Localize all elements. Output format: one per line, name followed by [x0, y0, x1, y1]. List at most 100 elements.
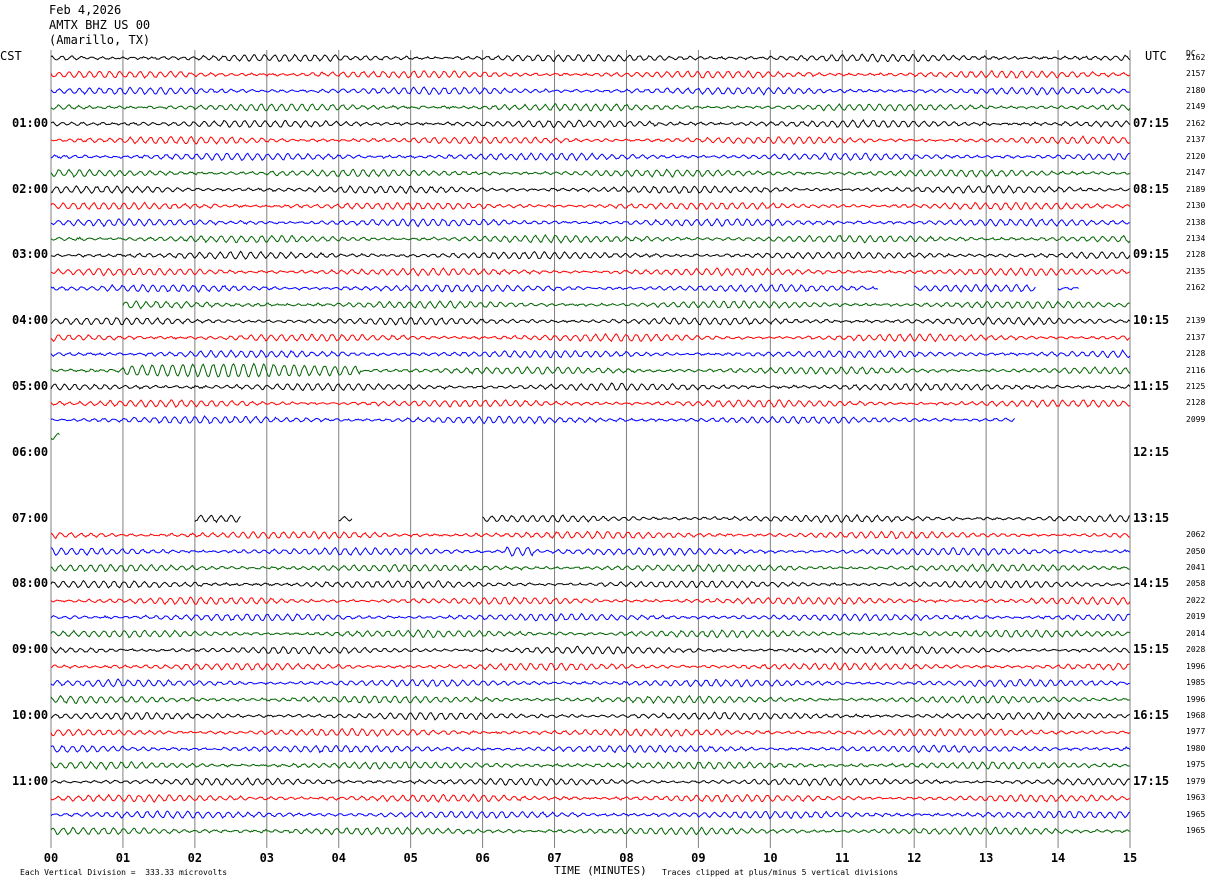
trace-row-14 [50, 283, 879, 293]
utc-hour-label: 17:15 [1133, 773, 1170, 788]
dc-offset-label: 2050 [1186, 546, 1206, 556]
trace-row-3 [50, 102, 1131, 112]
x-tick-label: 12 [907, 851, 921, 865]
dc-offset-label: 2130 [1186, 201, 1206, 211]
trace-row-12 [50, 250, 1131, 260]
trace-row-30 [50, 546, 1131, 557]
dc-offset-label: 1985 [1186, 678, 1206, 688]
trace-row-6 [50, 152, 1130, 162]
dc-offset-label: 2099 [1186, 414, 1206, 424]
dc-offset-label: 1965 [1186, 826, 1206, 836]
cst-hour-label: 01:00 [12, 115, 49, 130]
dc-offset-label: 2162 [1186, 53, 1206, 62]
x-tick-label: 15 [1123, 851, 1137, 865]
cst-axis-label: CST [0, 49, 22, 63]
dc-offset-label: 2135 [1186, 266, 1206, 276]
trace-row-42 [50, 744, 1131, 754]
dc-offset-label: 2162 [1186, 283, 1206, 293]
x-tick-label: 07 [547, 851, 561, 865]
trace-row-37 [50, 661, 1130, 672]
trace-row-46 [50, 810, 1131, 820]
x-tick-label: 00 [44, 851, 58, 865]
seismic-traces [50, 53, 1131, 836]
dc-offset-label: 2014 [1186, 628, 1206, 638]
trace-row-44 [50, 777, 1131, 787]
dc-offset-label: 2028 [1186, 645, 1206, 655]
trace-row-21 [50, 399, 1131, 409]
date-label: Feb 4,2026 [49, 3, 122, 17]
minute-gridlines [50, 50, 1131, 848]
dc-offset-label: 2147 [1186, 168, 1206, 178]
trace-row-39 [50, 694, 1130, 705]
utc-hour-label: 11:15 [1133, 379, 1170, 393]
trace-row-17 [50, 332, 1131, 343]
cst-hour-label: 04:00 [12, 313, 49, 328]
dc-offset-label: 2189 [1186, 184, 1206, 194]
trace-row-40 [50, 711, 1131, 721]
dc-offset-label: 1979 [1186, 776, 1206, 786]
dc-offset-label: 2128 [1186, 349, 1206, 359]
trace-row-0 [50, 53, 1131, 63]
x-tick-label: 01 [116, 851, 130, 865]
trace-row-15 [122, 300, 1130, 310]
utc-axis-label: UTC [1145, 49, 1167, 63]
trace-row-29 [50, 530, 1131, 540]
trace-row-23 [50, 432, 60, 440]
trace-row-38 [50, 678, 1130, 688]
cst-hour-label: 07:00 [12, 510, 49, 525]
trace-row-14 [1057, 286, 1079, 291]
trace-row-32 [50, 579, 1131, 590]
trace-row-43 [50, 760, 1130, 771]
cst-hour-label: 02:00 [12, 181, 49, 196]
trace-row-28 [338, 515, 353, 522]
trace-row-14 [914, 283, 1036, 293]
trace-row-45 [50, 793, 1131, 804]
dc-offset-label: 2019 [1186, 612, 1206, 622]
x-tick-label: 09 [691, 851, 705, 865]
trace-row-34 [50, 612, 1131, 622]
x-tick-label: 10 [763, 851, 777, 865]
dc-offset-label: 2116 [1186, 365, 1206, 375]
trace-row-18 [50, 349, 1131, 359]
dc-label: DC [1186, 49, 1196, 58]
trace-row-13 [50, 267, 1131, 277]
trace-row-1 [50, 69, 1131, 79]
dc-offset-label: 1996 [1186, 661, 1206, 671]
trace-row-33 [50, 596, 1131, 606]
dc-offset-label: 1975 [1186, 760, 1206, 770]
utc-hour-label: 09:15 [1133, 247, 1170, 262]
utc-hour-label: 16:15 [1133, 708, 1170, 722]
trace-row-20 [50, 382, 1131, 392]
utc-hour-label: 13:15 [1133, 510, 1170, 525]
dc-offset-label: 2162 [1186, 118, 1206, 128]
cst-hour-label: 11:00 [12, 773, 49, 788]
dc-offset-label: 2134 [1186, 233, 1206, 243]
utc-hour-label: 08:15 [1133, 181, 1170, 196]
trace-row-19 [50, 362, 1131, 378]
dc-offset-label: 2058 [1186, 579, 1206, 589]
cst-hour-label: 08:00 [12, 576, 49, 591]
clip-note: Traces clipped at plus/minus 5 vertical … [662, 868, 899, 877]
dc-offset-label: 2180 [1186, 85, 1206, 95]
cst-hour-label: 09:00 [12, 642, 49, 657]
trace-row-10 [50, 217, 1130, 228]
dc-offset-label: 2120 [1186, 151, 1206, 161]
dc-offset-label: 2139 [1186, 316, 1206, 326]
x-tick-label: 11 [835, 851, 849, 865]
trace-row-28 [194, 514, 241, 524]
trace-row-8 [50, 184, 1131, 195]
dc-offset-label: 1963 [1186, 793, 1206, 803]
dc-offset-label: 2138 [1186, 217, 1206, 227]
trace-row-9 [50, 201, 1131, 211]
x-axis-title: TIME (MINUTES) [554, 864, 647, 877]
location-label: (Amarillo, TX) [49, 33, 151, 47]
x-tick-label: 08 [619, 851, 633, 865]
dc-offset-label: 1968 [1186, 711, 1206, 720]
x-axis-tick-labels: 00 01 02 03 04 05 06 07 08 09 10 11 12 13 14 15 [44, 851, 1137, 865]
trace-row-28 [482, 513, 1130, 524]
cst-hour-label: 06:00 [12, 444, 49, 459]
x-tick-label: 13 [979, 851, 993, 865]
dc-offset-label: 1996 [1186, 694, 1206, 704]
utc-hour-label: 07:15 [1133, 115, 1170, 130]
trace-row-47 [50, 826, 1131, 836]
